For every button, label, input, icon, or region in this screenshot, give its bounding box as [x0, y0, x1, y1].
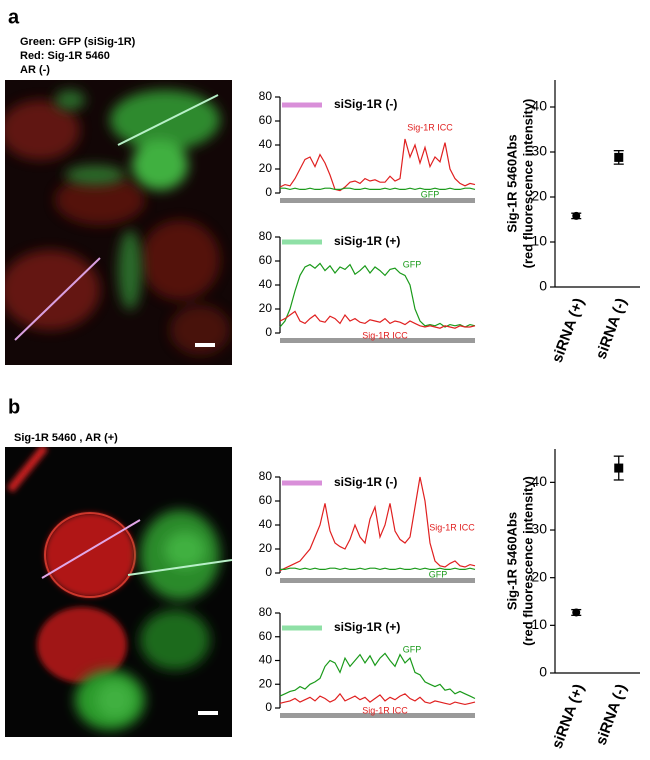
y-tick-label: 60: [259, 253, 273, 267]
y-tick-label: 0: [539, 278, 547, 294]
panel-legend-line: Green: GFP (siSig-1R): [20, 36, 136, 48]
y-tick-label: 30: [531, 143, 547, 159]
y-tick-label: 40: [259, 137, 273, 151]
marker: [572, 211, 581, 220]
series-label: GFP: [403, 644, 422, 654]
y-axis-label: (red fluorescence intensity): [520, 99, 535, 269]
y-tick-label: 0: [265, 700, 272, 714]
profile-line: [279, 476, 476, 572]
y-tick-label: 20: [531, 188, 547, 204]
profile-line: [279, 692, 476, 706]
y-tick-label: 0: [265, 565, 272, 579]
panel-legend-line: Sig-1R 5460 , AR (+): [14, 432, 118, 444]
baseline-bar: [280, 198, 475, 203]
x-tick-label: siRNA (-): [593, 296, 631, 362]
series-label: GFP: [403, 259, 422, 269]
y-tick-label: 40: [531, 473, 547, 489]
y-tick-label: 30: [531, 521, 547, 537]
y-tick-label: 80: [259, 605, 273, 619]
panel-legend-line: AR (-): [20, 64, 50, 76]
panel-legend-line: Red: Sig-1R 5460: [20, 50, 110, 62]
profile-line: [279, 262, 476, 328]
baseline-bar: [280, 578, 475, 583]
y-axis-label: Sig-1R 5460Abs: [504, 134, 519, 232]
y-tick-label: 80: [259, 89, 273, 103]
y-tick-label: 60: [259, 493, 273, 507]
y-tick-label: 0: [265, 185, 272, 199]
y-tick-label: 0: [539, 664, 547, 680]
legend-label: siSig-1R (-): [334, 97, 397, 111]
y-tick-label: 0: [265, 325, 272, 339]
legend-label: siSig-1R (-): [334, 475, 397, 489]
profile-line: [280, 567, 476, 571]
panel-label: a: [8, 6, 20, 28]
panel-label: b: [8, 396, 20, 418]
y-tick-label: 10: [531, 616, 547, 632]
profile-line: [279, 138, 476, 192]
y-tick-label: 20: [259, 676, 273, 690]
marker: [614, 152, 624, 162]
micrograph-a: [5, 80, 232, 365]
x-tick-label: siRNA (-): [593, 682, 631, 748]
x-tick-label: siRNA (+): [549, 296, 588, 365]
y-tick-label: 60: [259, 113, 273, 127]
y-tick-label: 10: [531, 233, 547, 249]
y-tick-label: 80: [259, 469, 273, 483]
baseline-bar: [280, 713, 475, 718]
series-label: GFP: [429, 569, 448, 579]
profile-line: [280, 187, 476, 191]
y-tick-label: 40: [531, 98, 547, 114]
baseline-bar: [280, 338, 475, 343]
y-tick-label: 40: [259, 517, 273, 531]
legend-label: siSig-1R (+): [334, 234, 400, 248]
y-tick-label: 20: [531, 568, 547, 584]
y-axis-label: Sig-1R 5460Abs: [504, 512, 519, 610]
y-tick-label: 20: [259, 301, 273, 315]
series-label: Sig-1R ICC: [362, 330, 408, 340]
marker: [614, 463, 624, 473]
series-label: GFP: [421, 189, 440, 199]
profile-line: [279, 310, 476, 329]
y-tick-label: 40: [259, 277, 273, 291]
y-tick-label: 20: [259, 161, 273, 175]
marker: [572, 608, 581, 617]
y-axis-label: (red fluorescence intensity): [520, 476, 535, 646]
y-tick-label: 60: [259, 629, 273, 643]
series-label: Sig-1R ICC: [429, 522, 475, 532]
series-label: Sig-1R ICC: [362, 705, 408, 715]
series-label: Sig-1R ICC: [407, 122, 453, 132]
y-tick-label: 80: [259, 229, 273, 243]
x-tick-label: siRNA (+): [549, 682, 588, 751]
legend-label: siSig-1R (+): [334, 620, 400, 634]
micrograph-b: [5, 447, 232, 737]
y-tick-label: 20: [259, 541, 273, 555]
profile-line: [279, 652, 476, 700]
y-tick-label: 40: [259, 653, 273, 667]
